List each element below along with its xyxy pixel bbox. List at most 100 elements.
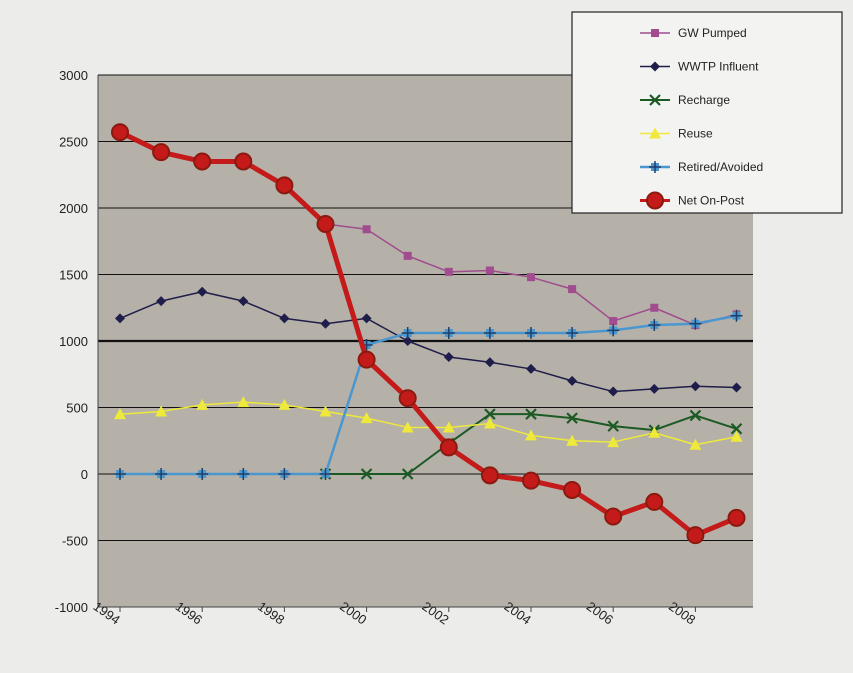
x-marker-stroke [525,408,537,420]
series-reuse [114,396,743,450]
legend-item: Recharge [640,93,730,107]
data-point [360,468,373,480]
x-marker-stroke [566,412,578,424]
legend-item: Net On-Post [640,191,745,210]
data-point [607,420,619,432]
data-point [443,351,454,362]
data-point [360,412,373,424]
data-point [527,273,535,282]
data-point [689,409,702,422]
data-point [114,468,126,480]
legend-item: Reuse [640,127,713,141]
data-point [608,386,619,397]
x-marker-stroke [401,468,414,480]
y-tick-label: -1000 [55,600,88,615]
legend-label: WWTP Influent [678,60,759,74]
y-tick-label: 1000 [59,334,88,349]
data-point [646,191,664,210]
data-point [648,319,661,332]
data-point [155,468,168,480]
data-point [526,363,536,374]
data-point [234,152,253,171]
data-point [686,526,705,545]
data-point [278,468,291,480]
data-point [604,507,623,526]
data-point [649,127,661,139]
data-point [525,327,537,340]
data-point [319,405,332,417]
data-point [319,468,332,480]
data-point [483,417,496,429]
legend-label: Retired/Avoided [678,160,763,174]
data-point [651,29,659,37]
data-point [152,143,171,162]
data-point [398,389,417,408]
legend-label: GW Pumped [678,26,747,40]
data-point [362,225,371,234]
data-point [730,430,743,442]
data-point [275,176,294,195]
data-point [279,313,290,324]
data-point [645,492,664,511]
data-point [193,152,212,171]
data-point [730,423,743,435]
data-point [727,508,746,527]
data-point [485,266,494,275]
data-point [156,296,167,307]
data-point [650,303,659,312]
data-point [155,405,168,417]
data-point [442,327,455,340]
y-tick-label: 1500 [59,268,88,283]
data-point [566,412,578,424]
data-point [357,350,376,369]
series-line [119,291,737,393]
data-point [525,429,537,441]
y-tick-label: 2000 [59,201,88,216]
series-net-on-post [111,123,746,545]
data-point [401,468,414,480]
y-tick-label: 3000 [59,68,88,83]
legend-item: GW Pumped [640,26,747,40]
data-point [114,408,126,420]
x-marker-stroke [360,468,373,480]
data-point [111,123,129,142]
legend: GW Pumped WWTP Influent Recharge Reuse Retir… [571,11,843,214]
y-tick-label: 0 [81,467,88,482]
y-tick-label: 2500 [59,135,88,150]
data-point [731,382,742,393]
data-point [115,313,125,324]
data-point [402,336,413,346]
data-point [484,357,495,368]
data-point [403,251,412,260]
data-point [484,408,496,420]
data-point [689,438,702,450]
data-point [609,317,618,326]
data-point [690,381,701,392]
series-line [118,129,738,538]
series-line [119,401,737,446]
series-line [120,314,737,476]
data-point [566,327,579,340]
data-point [238,296,249,307]
legend-label: Reuse [678,127,713,141]
data-point [320,318,331,329]
y-axis: 3000 2500 2000 1500 1000 500 0 -500 -1000 [55,68,753,615]
data-point [439,438,458,457]
data-point [197,286,208,297]
data-point [649,383,660,394]
data-point [483,327,496,340]
data-point [650,61,660,72]
series-wwtp-influent [115,286,742,397]
legend-item: Retired/Avoided [640,160,763,174]
x-marker-stroke [607,420,619,432]
x-marker-stroke [689,409,702,422]
data-point [567,375,578,386]
data-point [649,94,661,106]
legend-item: WWTP Influent [640,60,759,74]
series-retired-avoided [114,309,743,480]
data-point [196,398,209,410]
data-point [648,426,661,438]
data-point [566,434,579,446]
data-point [361,313,372,324]
